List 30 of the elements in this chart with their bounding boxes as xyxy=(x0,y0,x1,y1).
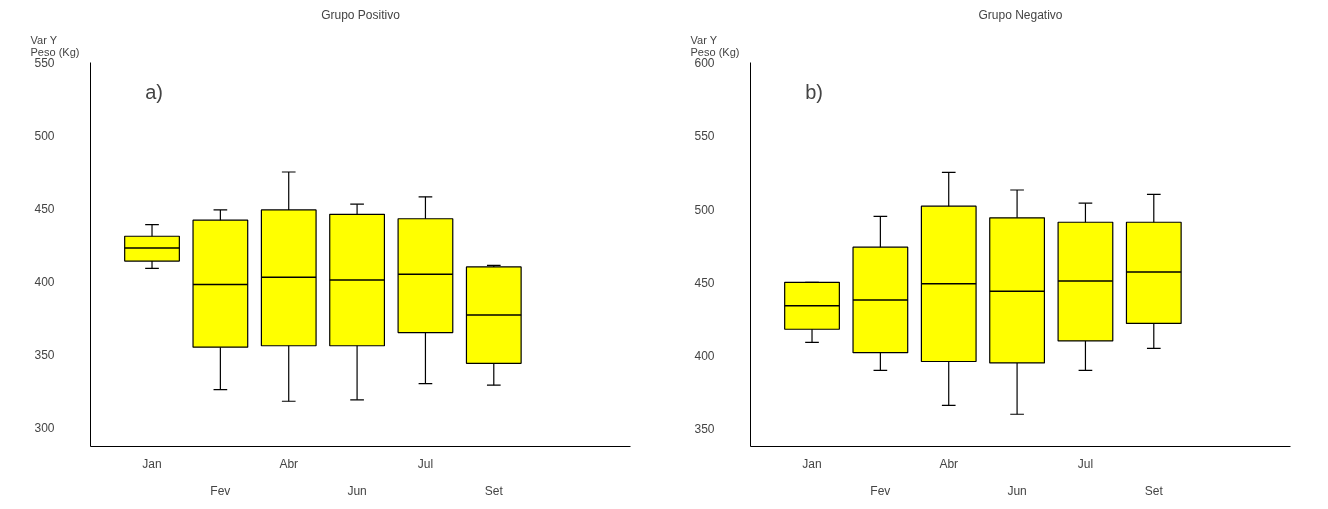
y-tick-label: 500 xyxy=(34,129,55,143)
x-tick-label: Fev xyxy=(870,483,891,498)
y-tick-label: 350 xyxy=(694,422,715,437)
y-tick-label: 350 xyxy=(34,348,55,363)
x-tick-label: Set xyxy=(484,483,504,498)
x-tick-label: Jan xyxy=(802,456,822,471)
x-tick-label: Fev xyxy=(210,483,231,498)
annotation: b) xyxy=(805,80,823,103)
y-tick-label: 450 xyxy=(34,202,55,217)
chart-title: Grupo Negativo xyxy=(978,7,1063,22)
y-tick-label: 300 xyxy=(34,421,55,436)
x-tick-label: Set xyxy=(1144,483,1164,498)
x-tick-label: Jan xyxy=(142,456,162,471)
y-tick-label: 400 xyxy=(34,275,55,290)
y-tick-label: 500 xyxy=(694,202,715,217)
y-axis-title: Var Y Peso (Kg) xyxy=(690,33,740,58)
y-tick-label: 400 xyxy=(694,349,715,364)
x-tick-label: Abr xyxy=(939,456,959,471)
x-tick-label: Jul xyxy=(417,456,434,471)
x-tick-label: Jun xyxy=(347,483,367,498)
chart-title: Grupo Positivo xyxy=(321,7,401,22)
y-axis-title: Var Y Peso (Kg) xyxy=(30,33,80,58)
x-tick-label: Jun xyxy=(1007,483,1027,498)
y-tick-label: 550 xyxy=(34,56,55,70)
annotation: a) xyxy=(145,80,163,103)
y-tick-label: 600 xyxy=(694,56,715,70)
y-tick-label: 450 xyxy=(694,275,715,290)
x-tick-label: Jul xyxy=(1077,456,1094,471)
y-tick-label: 550 xyxy=(694,129,715,144)
x-tick-label: Abr xyxy=(279,456,299,471)
